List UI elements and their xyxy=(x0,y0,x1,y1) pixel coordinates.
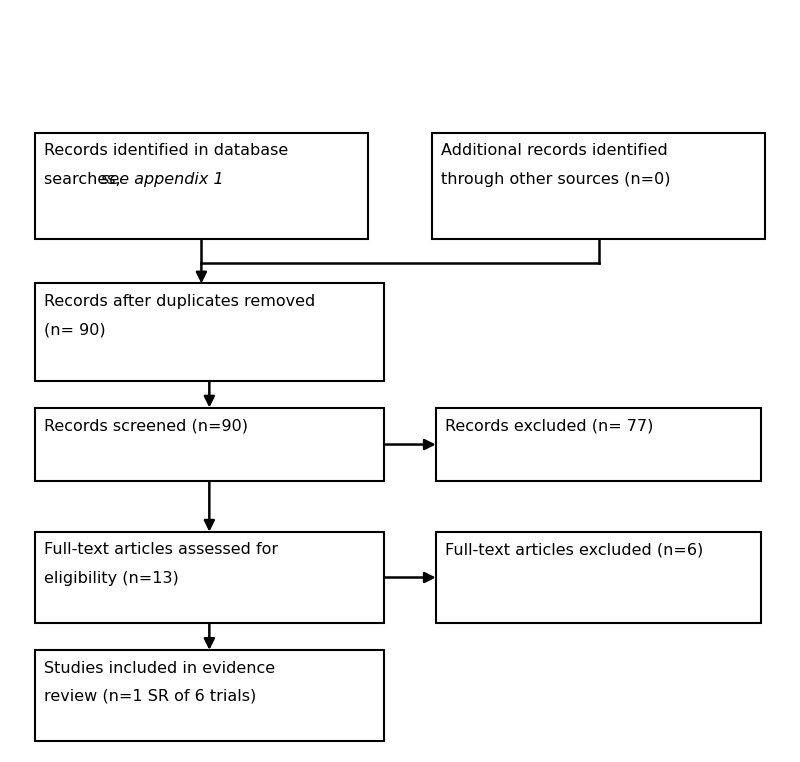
Text: searches,: searches, xyxy=(44,171,126,187)
Text: see appendix 1: see appendix 1 xyxy=(102,171,224,187)
Bar xyxy=(34,283,384,381)
Bar xyxy=(34,133,368,239)
Bar xyxy=(432,133,766,239)
Bar xyxy=(436,408,762,482)
Text: through other sources (n=0): through other sources (n=0) xyxy=(442,171,671,187)
Text: Records after duplicates removed: Records after duplicates removed xyxy=(44,294,315,309)
Text: Full-text articles excluded (n=6): Full-text articles excluded (n=6) xyxy=(446,543,703,557)
Text: Studies included in evidence: Studies included in evidence xyxy=(44,661,275,676)
Text: (n= 90): (n= 90) xyxy=(44,322,106,338)
Text: Records excluded (n= 77): Records excluded (n= 77) xyxy=(446,418,654,434)
Text: Records identified in database: Records identified in database xyxy=(44,143,288,158)
Bar xyxy=(436,532,762,623)
Text: Full-text articles assessed for: Full-text articles assessed for xyxy=(44,543,278,557)
Bar xyxy=(34,408,384,482)
Text: Records screened (n=90): Records screened (n=90) xyxy=(44,418,248,434)
Bar xyxy=(34,650,384,741)
Text: eligibility (n=13): eligibility (n=13) xyxy=(44,571,179,586)
Text: review (n=1 SR of 6 trials): review (n=1 SR of 6 trials) xyxy=(44,689,256,704)
Text: Additional records identified: Additional records identified xyxy=(442,143,668,158)
Bar xyxy=(34,532,384,623)
